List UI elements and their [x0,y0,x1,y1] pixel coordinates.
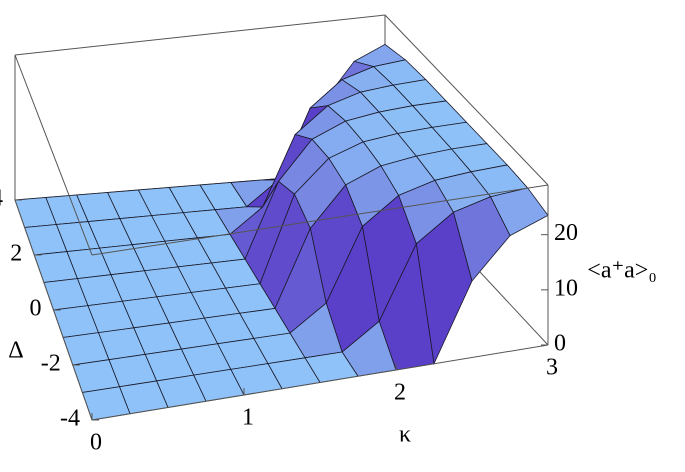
surface [14,43,549,421]
y-tick-label: -2 [41,351,61,377]
box-edge [14,14,386,56]
box-front [14,14,549,421]
box-edge [384,14,549,186]
x-tick-label: 0 [90,430,102,456]
box-edge [14,54,93,256]
y-tick-label: 0 [30,296,42,322]
z-tick-label: 10 [554,275,578,301]
box-edge [91,184,549,256]
z-tick-label: 0 [554,331,566,357]
z-axis-label: <a⁺a>₀ [587,258,656,284]
z-tick-label: 20 [554,220,578,246]
y-axis-label: Δ [8,338,23,364]
x-axis-label: κ [399,422,411,448]
x-tick-label: 3 [546,355,558,381]
y-tick-label: 2 [10,241,22,267]
x-tick-label: 2 [394,380,406,406]
x-tick-label: 1 [242,405,254,431]
y-tick-label: 4 [0,186,3,212]
box-edge [91,344,549,421]
y-tick-label: -4 [60,406,80,432]
